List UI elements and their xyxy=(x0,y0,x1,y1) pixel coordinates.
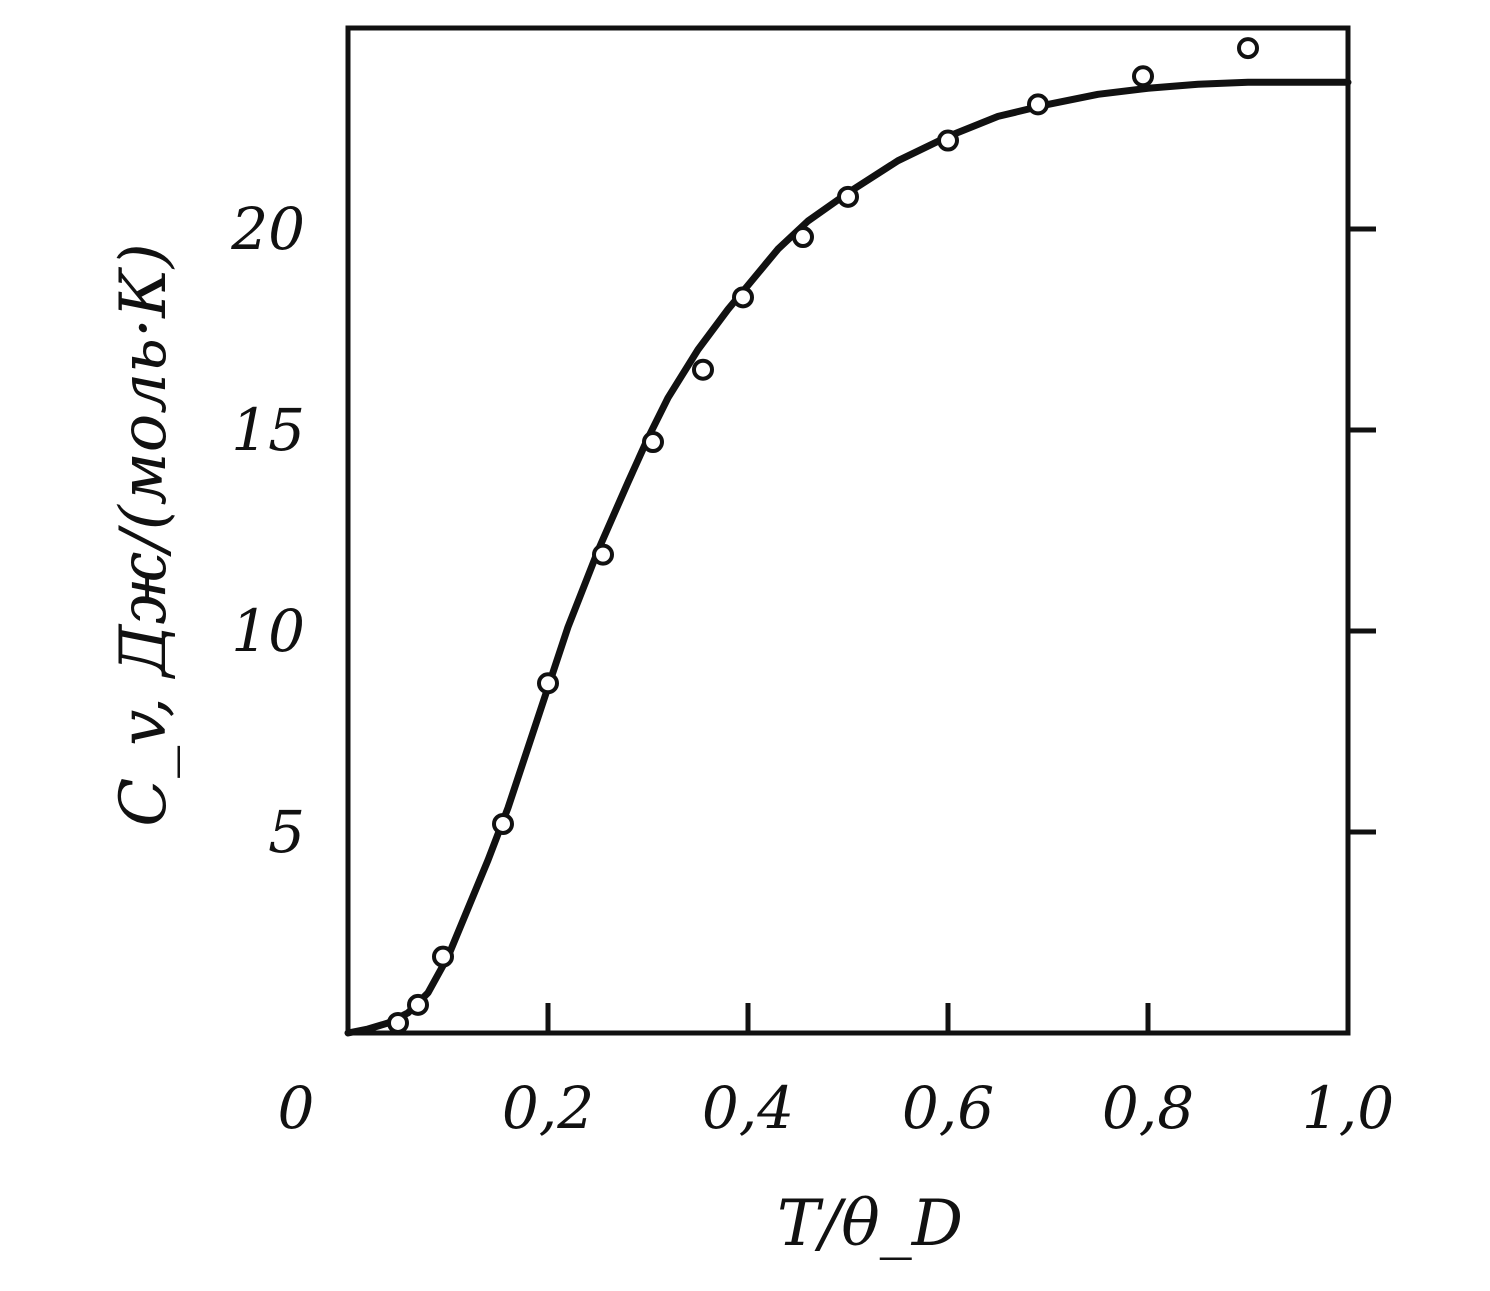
data-point-5 xyxy=(592,543,614,566)
tick-labels: 0,2 0,4 0,6 0,8 1,0 5 10 15 20 xyxy=(230,195,1394,1142)
y-tick-label-3: 20 xyxy=(230,195,305,263)
data-point-14 xyxy=(1237,37,1259,60)
x-tick-label-2: 0,6 xyxy=(902,1074,994,1142)
x-tick-label-3: 0,8 xyxy=(1102,1074,1194,1142)
data-point-9 xyxy=(792,226,814,249)
data-point-3 xyxy=(492,812,514,835)
plot-frame xyxy=(345,25,1351,1036)
plot-border xyxy=(345,25,1351,1036)
data-point-1 xyxy=(407,993,429,1016)
data-point-2 xyxy=(432,945,454,968)
data-point-0 xyxy=(387,1011,409,1034)
data-point-11 xyxy=(937,129,959,152)
y-tick-label-1: 10 xyxy=(231,597,305,665)
data-point-6 xyxy=(642,431,664,454)
x-tick-label-0: 0,2 xyxy=(502,1074,594,1142)
y-tick-label-0: 5 xyxy=(268,798,305,866)
data-point-7 xyxy=(692,358,714,381)
x-tick-label-4: 1,0 xyxy=(1302,1074,1394,1142)
curve-path xyxy=(344,78,1352,1037)
experimental-points xyxy=(387,37,1259,1034)
data-point-4 xyxy=(537,672,559,695)
debye-curve xyxy=(344,78,1352,1037)
axis-ticks xyxy=(545,226,1376,1033)
data-point-8 xyxy=(732,286,754,309)
y-tick-label-2: 15 xyxy=(231,396,305,464)
data-point-13 xyxy=(1132,65,1154,88)
x-origin-label: 0 xyxy=(278,1074,315,1142)
data-point-10 xyxy=(837,185,859,208)
data-point-12 xyxy=(1027,93,1049,116)
x-axis-title: T/θ_D xyxy=(777,1187,963,1261)
x-tick-label-1: 0,4 xyxy=(702,1074,794,1142)
y-axis-title: C_v, Дж/(моль·К) xyxy=(107,243,181,827)
